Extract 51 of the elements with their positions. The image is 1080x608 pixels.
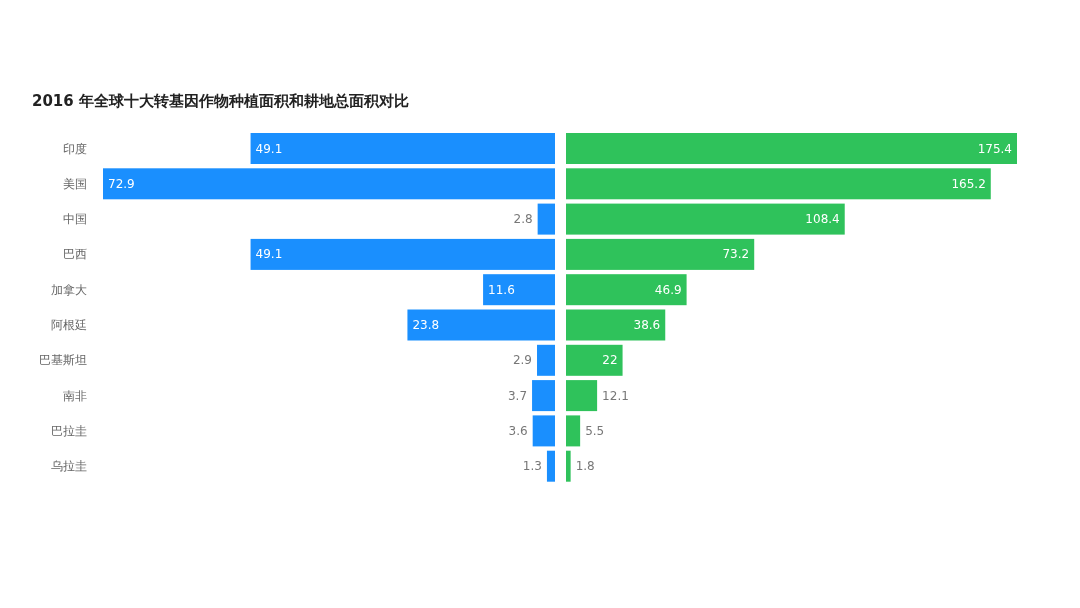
bar [566,203,845,235]
data-label: 72.9 [108,176,135,191]
bar [483,274,555,306]
bar [537,203,555,235]
bar [566,168,991,200]
data-label: 108.4 [805,212,840,227]
data-label: 2.8 [513,212,533,227]
data-label: 1.3 [522,459,542,474]
data-label: 3.7 [507,388,528,403]
bar [532,415,555,447]
data-label: 2.9 [512,353,533,368]
data-label: 175.4 [977,141,1012,156]
data-label: 5.5 [585,423,605,438]
bar [103,168,555,200]
bar [566,415,581,447]
data-label: 49.1 [255,141,283,156]
y-tick-label: 阿根廷 [51,318,87,332]
bar [250,133,555,164]
data-label: 1.8 [575,459,595,474]
y-tick-label: 巴西 [63,247,87,262]
data-label: 46.9 [654,282,682,297]
bar [537,344,555,376]
bar [407,309,555,341]
bar [566,380,598,412]
data-label: 73.2 [722,247,750,262]
data-label: 12.1 [602,388,629,403]
bar [566,344,623,376]
y-tick-label: 巴拉圭 [51,423,87,438]
bar [566,309,666,341]
bar [250,238,555,270]
bar [546,450,555,482]
data-label: 23.8 [412,318,440,332]
y-tick-label: 巴基斯坦 [39,353,87,368]
y-tick-label: 中国 [63,212,87,227]
bar [532,380,555,412]
bar [566,133,1017,164]
data-label: 49.1 [255,247,283,262]
data-label: 38.6 [633,318,661,332]
data-label: 3.6 [508,423,528,438]
bar [566,238,755,270]
bar [566,274,687,306]
y-tick-label: 乌拉圭 [51,459,87,474]
data-label: 22 [602,353,618,368]
data-label: 11.6 [488,282,515,297]
y-tick-label: 印度 [63,141,87,156]
chart-title: 2016 年全球十大转基因作物种植面积和耕地总面积对比 [32,92,409,110]
y-tick-label: 南非 [63,388,87,403]
bar [566,450,571,482]
data-label: 165.2 [951,176,986,191]
y-tick-label: 加拿大 [51,282,87,297]
y-tick-label: 美国 [63,176,87,191]
